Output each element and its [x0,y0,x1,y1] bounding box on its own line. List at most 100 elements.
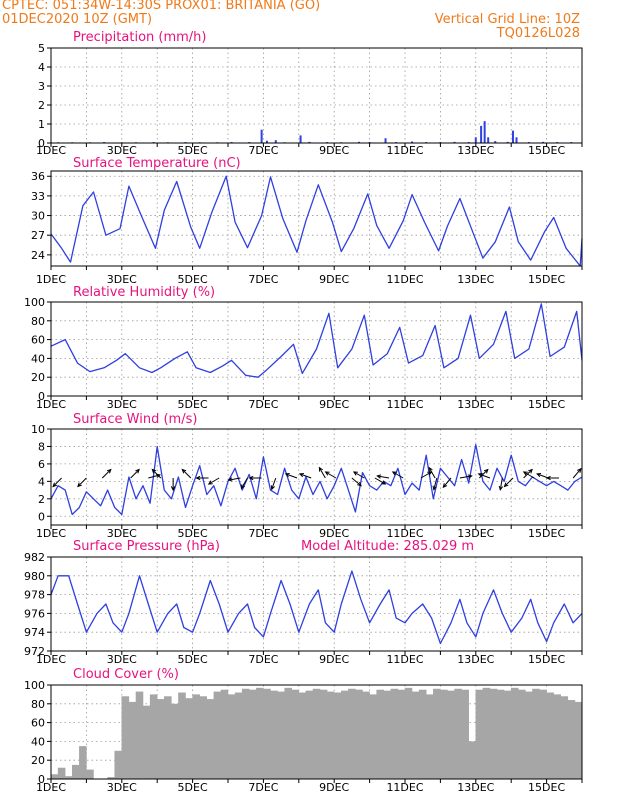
x-tick-label: 1DEC [36,781,66,794]
cloud-bar [319,689,328,779]
y-tick-label: 1 [38,118,45,131]
y-tick-label: 40 [31,735,45,748]
cloud-bar [362,691,370,779]
x-tick-label: 11DEC [386,144,423,157]
x-tick-label: 15DEC [528,527,565,540]
precip-bar [483,121,486,143]
panel-frame [50,301,583,397]
wind-arrow-head [545,475,551,481]
wind-arrow [130,469,140,479]
y-tick-label: 972 [24,645,45,658]
wind-arrow-head [52,482,58,488]
wind-arrow-head [477,473,483,478]
wind-arrow-head [381,480,387,485]
y-tick-label: 30 [31,210,45,223]
wind-arrow-head [467,474,473,479]
wind-arrow-head [357,481,362,487]
x-tick-label: 7DEC [248,781,278,794]
cloud-bar [312,688,321,779]
cloud-bar [79,746,87,779]
x-tick-label: 7DEC [248,527,278,540]
panel-frame [50,556,583,652]
precip-bar [515,137,518,143]
wind-arrow [499,477,503,490]
wind-arrow [52,477,62,487]
wind-arrow [228,477,241,481]
x-tick-label: 5DEC [178,273,208,286]
cloud-bar [560,696,569,779]
wind-arrow-head [376,474,382,479]
x-tick-label: 15DEC [528,398,565,411]
y-tick-label: 3 [38,80,45,93]
y-tick-label: 60 [31,717,45,730]
wind-arrow-head [522,471,528,476]
y-tick-label: 100 [24,296,45,309]
wind-arrow [374,477,386,485]
header-station: CPTEC: 051:34W-14:30S PROX01: BRITANIA (… [2,0,321,13]
precip-bar [308,141,311,143]
x-tick-label: 3DEC [107,527,137,540]
cloud-bar [496,689,505,779]
y-tick-label: 20 [31,371,45,384]
wind-arrow [504,477,514,487]
panel-title: Relative Humidity (%) [73,285,215,300]
wind-arrow [523,471,535,479]
cloud-bar [418,689,427,779]
cloud-bar [383,690,392,779]
wind-arrow-head [298,473,304,478]
cloud-bar [475,689,484,779]
cloud-bar [447,690,455,779]
cloud-bar [199,696,208,779]
wind-arrow-head [248,475,254,481]
y-tick-label: 40 [31,352,45,365]
y-tick-label: 0 [38,390,45,403]
panel-frame [50,428,583,526]
wind-arrow-head [207,480,213,485]
x-tick-label: 1DEC [36,527,66,540]
x-tick-label: 3DEC [107,781,137,794]
y-tick-label: 60 [31,334,45,347]
x-tick-label: 3DEC [107,398,137,411]
cloud-bar [156,699,165,779]
cloud-bar [284,687,292,779]
x-tick-label: 11DEC [386,653,423,666]
wind-arrow [325,471,337,479]
x-tick-label: 1DEC [36,273,66,286]
header-grid-note: Vertical Grid Line: 10Z [434,12,580,27]
y-tick-label: 27 [31,229,45,242]
precip-bar [506,141,509,143]
x-tick-label: 9DEC [319,398,349,411]
x-tick-label: 9DEC [319,781,349,794]
wind-arrow [459,475,472,479]
cloud-bar [341,690,349,779]
x-tick-label: 13DEC [457,144,494,157]
wind-arrow [77,477,87,487]
panel-title: Cloud Cover (%) [73,667,179,682]
cloud-bar [425,694,434,779]
cloud-bar [164,696,172,779]
panel-annotation: Model Altitude: 285.029 m [301,539,474,554]
header-datetime: 01DEC2020 10Z (GMT) [2,12,153,27]
x-tick-label: 7DEC [248,653,278,666]
wind-arrow-head [352,471,358,476]
wind-arrow-head [284,473,290,478]
x-tick-label: 15DEC [528,273,565,286]
wind-arrow-head [432,485,437,491]
panel-title: Surface Pressure (hPa) [73,539,220,554]
x-tick-label: 3DEC [107,653,137,666]
panel-frame [50,684,583,780]
cloud-bar [171,703,179,779]
cloud-bar [107,777,115,779]
y-tick-label: 8 [38,440,45,453]
wind-arrow-head [270,485,275,491]
x-tick-label: 5DEC [178,527,208,540]
panel-title: Surface Temperature (nC) [73,156,241,171]
wind-arrow [377,475,390,479]
cloud-bar [206,699,215,779]
x-tick-label: 11DEC [386,527,423,540]
wind-arrow [241,477,248,489]
x-tick-label: 9DEC [319,144,349,157]
cloud-bar [185,698,193,779]
x-tick-label: 13DEC [457,653,494,666]
y-tick-label: 974 [24,626,45,639]
